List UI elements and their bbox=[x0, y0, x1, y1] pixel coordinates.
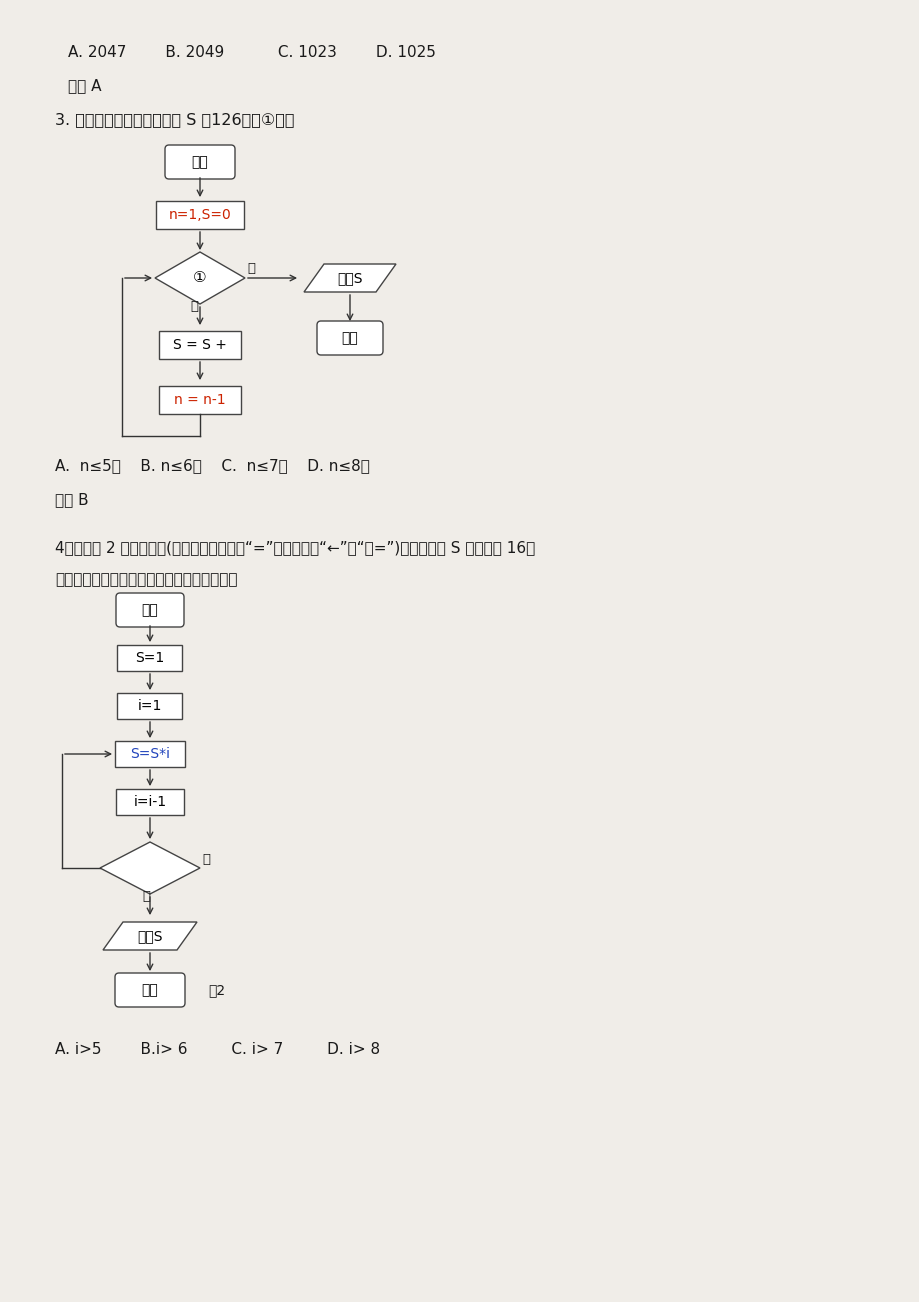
Text: 结束: 结束 bbox=[341, 331, 358, 345]
Text: S = S +: S = S + bbox=[173, 339, 227, 352]
Polygon shape bbox=[154, 253, 244, 303]
Text: 3. 若右面的程序框图输出的 S 是126，则①应为: 3. 若右面的程序框图输出的 S 是126，则①应为 bbox=[55, 112, 294, 128]
Text: ①: ① bbox=[193, 271, 207, 285]
Text: i=i-1: i=i-1 bbox=[133, 796, 166, 809]
Bar bbox=[118, 644, 182, 671]
Bar bbox=[115, 741, 185, 767]
Bar bbox=[159, 331, 241, 359]
Text: A. i>5        B.i> 6         C. i> 7         D. i> 8: A. i>5 B.i> 6 C. i> 7 D. i> 8 bbox=[55, 1042, 380, 1057]
Polygon shape bbox=[100, 842, 199, 894]
Text: 是: 是 bbox=[142, 891, 150, 904]
FancyBboxPatch shape bbox=[115, 973, 185, 1006]
Text: i=1: i=1 bbox=[138, 699, 162, 713]
Text: 图2: 图2 bbox=[208, 983, 225, 997]
Text: 否: 否 bbox=[246, 262, 255, 275]
Bar bbox=[156, 201, 244, 229]
Text: 那么在程序框图中的判断框内应填写的条件是: 那么在程序框图中的判断框内应填写的条件是 bbox=[55, 572, 237, 587]
Text: 否: 否 bbox=[202, 853, 210, 866]
Text: S=S*i: S=S*i bbox=[130, 747, 170, 760]
Text: n=1,S=0: n=1,S=0 bbox=[168, 208, 231, 223]
FancyBboxPatch shape bbox=[317, 322, 382, 355]
Polygon shape bbox=[103, 922, 197, 950]
Polygon shape bbox=[303, 264, 395, 292]
Text: 开始: 开始 bbox=[191, 155, 208, 169]
Text: 4、阅读图 2 的程序框图(框图中的赋値符号“=”也可以写成“←”或“：=”)，若输出的 S 的値等于 16，: 4、阅读图 2 的程序框图(框图中的赋値符号“=”也可以写成“←”或“：=”)，… bbox=[55, 540, 535, 555]
Text: 结束: 结束 bbox=[142, 983, 158, 997]
Text: n = n-1: n = n-1 bbox=[174, 393, 225, 408]
Text: 答案 B: 答案 B bbox=[55, 492, 88, 506]
Text: A.  n≤5？    B. n≤6？    C.  n≤7？    D. n≤8？: A. n≤5？ B. n≤6？ C. n≤7？ D. n≤8？ bbox=[55, 458, 369, 473]
Text: 是: 是 bbox=[190, 299, 198, 312]
Text: 输出S: 输出S bbox=[137, 930, 163, 943]
Text: 输出S: 输出S bbox=[337, 271, 362, 285]
Bar bbox=[159, 385, 241, 414]
FancyBboxPatch shape bbox=[165, 145, 234, 178]
Bar bbox=[116, 789, 184, 815]
Text: 开始: 开始 bbox=[142, 603, 158, 617]
Text: A. 2047        B. 2049           C. 1023        D. 1025: A. 2047 B. 2049 C. 1023 D. 1025 bbox=[68, 46, 436, 60]
FancyBboxPatch shape bbox=[116, 592, 184, 628]
Bar bbox=[118, 693, 182, 719]
Text: S=1: S=1 bbox=[135, 651, 165, 665]
Text: 答案 A: 答案 A bbox=[68, 78, 101, 92]
